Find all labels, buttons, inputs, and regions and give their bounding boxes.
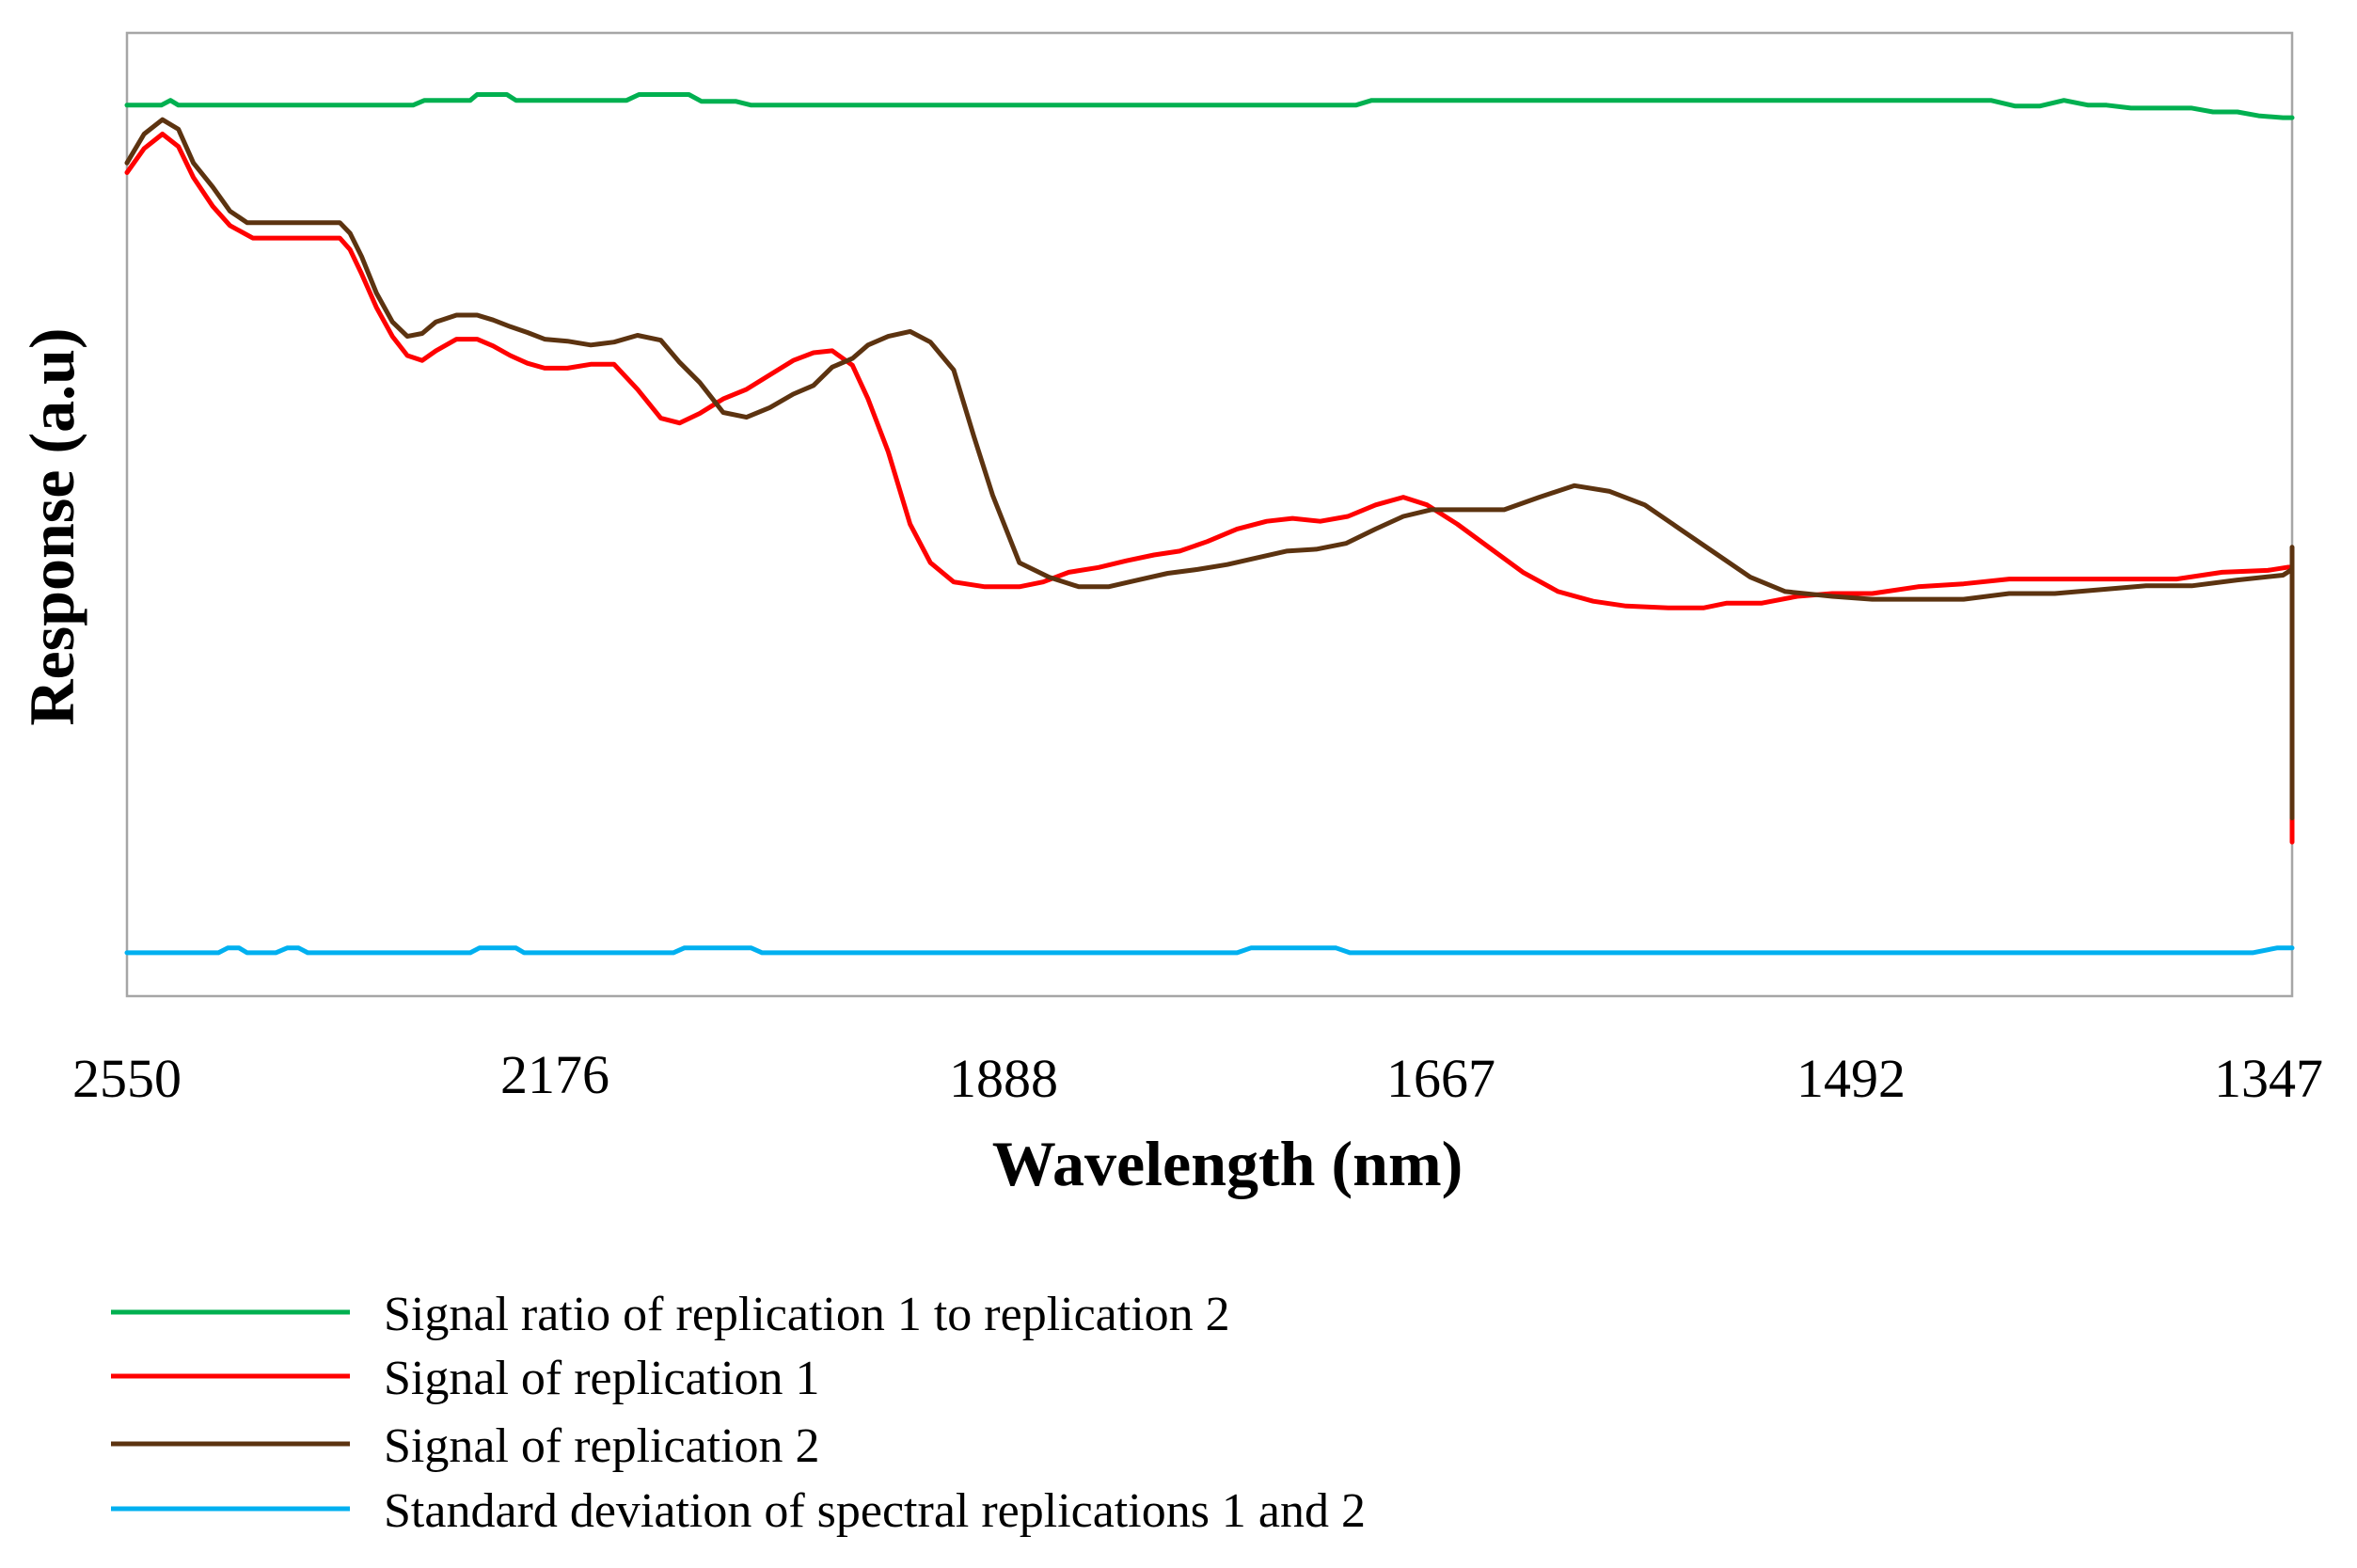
legend-label: Signal ratio of replication 1 to replica…: [384, 1288, 1230, 1341]
series-layer: [124, 92, 2295, 956]
x-tick-label: 2550: [72, 1048, 182, 1109]
legend: Signal ratio of replication 1 to replica…: [111, 1288, 1366, 1538]
x-tick-label: 1347: [2214, 1048, 2323, 1109]
legend-label: Signal of replication 1: [384, 1352, 820, 1405]
series-line-4: [124, 945, 2295, 956]
x-tick-label: 1492: [1796, 1048, 1906, 1109]
plot-area: [125, 31, 2294, 998]
legend-label: Signal of replication 2: [384, 1419, 820, 1473]
x-tick-labels: 2550 2176 1888 1667 1492 1347: [72, 1044, 2323, 1109]
series-line-3: [124, 117, 2295, 821]
legend-label: Standard deviation of spectral replicati…: [384, 1484, 1366, 1538]
x-tick-label: 2176: [500, 1044, 609, 1105]
x-axis-title: Wavelength (nm): [992, 1128, 1463, 1199]
x-tick-label: 1667: [1386, 1048, 1495, 1109]
series-line-1: [124, 92, 2295, 120]
y-axis-title: Response (a.u): [16, 327, 87, 725]
x-tick-label: 1888: [949, 1048, 1058, 1109]
